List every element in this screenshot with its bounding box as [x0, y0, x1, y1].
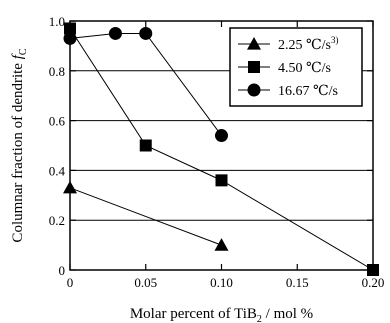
legend-label-1: 4.50 ℃/s — [278, 61, 331, 76]
y-axis-title-sub: C — [18, 48, 29, 55]
legend-marker-2 — [247, 83, 261, 97]
series-2-point-3 — [215, 129, 228, 143]
series-2-point-2 — [139, 26, 153, 40]
series-0-line — [69, 187, 222, 246]
series-2-line — [69, 32, 222, 136]
series-1-point-0 — [64, 22, 76, 35]
x-axis-title-suffix: / mol % — [262, 306, 313, 322]
series-0-point-1 — [214, 238, 229, 251]
series-2 — [63, 26, 228, 143]
y-tick-label-0: 0 — [59, 263, 66, 278]
series-0-point-0 — [63, 180, 77, 194]
x-tick-label-2: 0.10 — [210, 275, 233, 290]
x-tick-label-3: 0.15 — [286, 275, 309, 290]
series — [63, 22, 379, 276]
series-1-point-1 — [139, 139, 152, 152]
y-tick-label-3: 0.6 — [49, 114, 66, 129]
legend-marker-0 — [247, 37, 261, 50]
series-2-point-1 — [108, 26, 122, 40]
series-1 — [64, 22, 379, 276]
y-tick-label-4: 0.8 — [49, 64, 65, 79]
series-0 — [63, 180, 229, 251]
series-2-point-0 — [63, 31, 77, 45]
y-tick-label-5: 1.0 — [49, 14, 65, 29]
series-1-point-2 — [215, 174, 228, 187]
y-axis-title: Columnar fraction of dendrite fC — [10, 48, 29, 242]
series-1-point-3 — [367, 264, 379, 276]
x-tick-label-4: 0.20 — [362, 275, 385, 290]
ticks: 0 0.2 0.4 0.6 0.8 1.0 0 0.05 0.10 0.15 0.20 — [49, 14, 385, 290]
x-tick-label-1: 0.05 — [134, 275, 157, 290]
x-axis-title: Molar percent of TiB2 / mol % — [130, 306, 313, 323]
legend-marker-1 — [248, 61, 260, 73]
y-tick-label-2: 0.4 — [49, 163, 66, 178]
series-1-line — [69, 28, 374, 271]
legend-label-2: 16.67 ℃/s — [278, 84, 338, 99]
y-axis-title-symbol: f — [10, 53, 26, 59]
x-axis-title-sub: 2 — [257, 314, 262, 323]
legend: 2.25 ℃/s3) 4.50 ℃/s 16.67 ℃/s — [229, 27, 363, 107]
y-axis-title-text: Columnar fraction of dendrite — [10, 59, 26, 242]
x-tick-label-0: 0 — [67, 275, 74, 290]
x-axis-title-prefix: Molar percent of TiB — [130, 306, 257, 322]
legend-label-0: 2.25 ℃/s3) — [278, 35, 339, 53]
y-tick-label-1: 0.2 — [49, 213, 65, 228]
